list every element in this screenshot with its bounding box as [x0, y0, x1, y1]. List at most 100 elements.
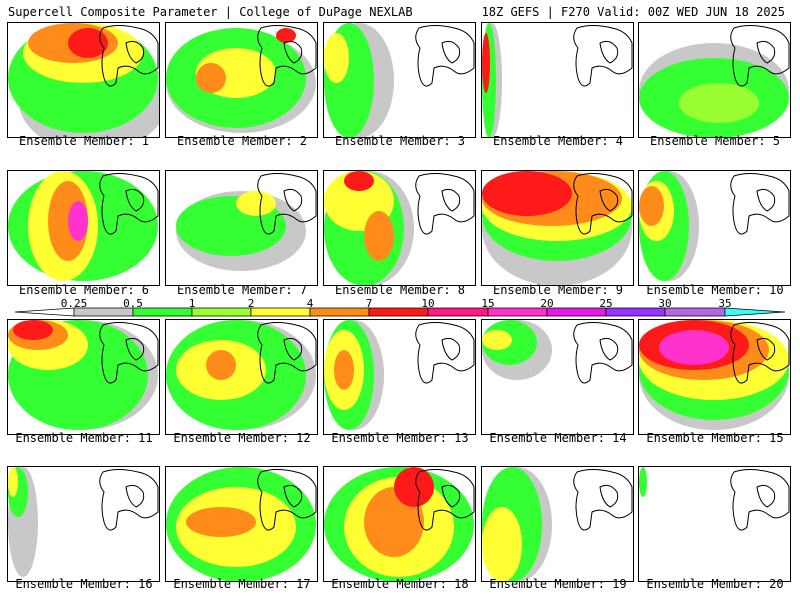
scp-contour-fill	[659, 330, 729, 365]
colorbar	[14, 307, 786, 317]
great-lakes-outline	[415, 25, 475, 87]
scp-contour-fill	[68, 201, 88, 241]
great-lakes-outline	[99, 25, 159, 87]
great-lakes-outline	[99, 322, 159, 384]
great-lakes-outline	[257, 25, 317, 87]
ensemble-map-panel	[7, 319, 160, 435]
great-lakes-outline	[415, 322, 475, 384]
ensemble-map-panel	[638, 319, 791, 435]
ensemble-member-label: Ensemble Member: 1	[18, 134, 150, 148]
colorbar-tick-label: 1	[188, 297, 196, 310]
scp-contour-fill	[679, 83, 759, 123]
colorbar-segment	[605, 307, 666, 317]
ensemble-map-panel	[165, 466, 318, 582]
ensemble-map-panel	[638, 466, 791, 582]
ensemble-member-label: Ensemble Member: 17	[173, 577, 311, 591]
colorbar-tick-label: 10	[421, 297, 435, 310]
great-lakes-outline	[99, 173, 159, 235]
ensemble-member-label: Ensemble Member: 18	[331, 577, 469, 591]
ensemble-map-panel	[323, 170, 476, 286]
colorbar-tick-label: 2	[247, 297, 255, 310]
ensemble-member-label: Ensemble Member: 3	[334, 134, 466, 148]
ensemble-member-label: Ensemble Member: 9	[492, 283, 624, 297]
ensemble-map-panel	[481, 466, 634, 582]
ensemble-member-label: Ensemble Member: 12	[173, 431, 311, 445]
scp-contour-fill	[8, 467, 18, 497]
ensemble-map-panel	[481, 22, 634, 138]
scp-contour-fill	[482, 507, 522, 581]
great-lakes-outline	[573, 25, 633, 87]
colorbar-tick-label: 20	[540, 297, 554, 310]
scp-contour-fill	[324, 33, 349, 83]
ensemble-member-label: Ensemble Member: 2	[176, 134, 308, 148]
great-lakes-outline	[730, 322, 790, 384]
colorbar-segment	[427, 307, 489, 317]
ensemble-member-label: Ensemble Member: 6	[18, 283, 150, 297]
ensemble-map-panel	[323, 22, 476, 138]
ensemble-map-panel	[323, 466, 476, 582]
great-lakes-outline	[573, 469, 633, 531]
scp-contour-fill	[13, 320, 53, 340]
colorbar-tick-label: 0.25	[60, 297, 88, 310]
scp-contour-fill	[334, 350, 354, 390]
colorbar-tick-label: 7	[365, 297, 373, 310]
ensemble-member-label: Ensemble Member: 14	[489, 431, 627, 445]
great-lakes-outline	[415, 173, 475, 235]
scp-contour-fill	[482, 33, 490, 93]
ensemble-member-label: Ensemble Member: 16	[15, 577, 153, 591]
colorbar-segment	[250, 307, 311, 317]
great-lakes-outline	[257, 322, 317, 384]
ensemble-map-panel	[165, 170, 318, 286]
ensemble-member-label: Ensemble Member: 13	[331, 431, 469, 445]
ensemble-member-label: Ensemble Member: 15	[646, 431, 784, 445]
colorbar-segment	[368, 307, 429, 317]
colorbar-tick-label: 15	[481, 297, 495, 310]
ensemble-map-panel	[165, 22, 318, 138]
ensemble-member-label: Ensemble Member: 8	[334, 283, 466, 297]
map-title: Supercell Composite Parameter | College …	[8, 5, 413, 19]
scp-contour-fill	[394, 467, 434, 507]
scp-contour-fill	[482, 330, 512, 350]
ensemble-member-label: Ensemble Member: 10	[646, 283, 784, 297]
scp-contour-fill	[196, 63, 226, 93]
colorbar-tick-label: 4	[306, 297, 314, 310]
scp-contour-fill	[639, 186, 664, 226]
run-info: 18Z GEFS | F270 Valid: 00Z WED JUN 18 20…	[481, 5, 785, 19]
great-lakes-outline	[415, 469, 475, 531]
colorbar-segment	[546, 307, 607, 317]
colorbar-tick-label: 35	[718, 297, 732, 310]
ensemble-map-panel	[7, 22, 160, 138]
ensemble-member-label: Ensemble Member: 4	[492, 134, 624, 148]
scp-contour-fill	[68, 28, 108, 58]
ensemble-map-panel	[165, 319, 318, 435]
scp-contour-fill	[482, 171, 572, 216]
colorbar-segment	[309, 307, 370, 317]
ensemble-member-label: Ensemble Member: 7	[176, 283, 308, 297]
scp-contour-fill	[186, 507, 256, 537]
great-lakes-outline	[730, 469, 790, 531]
great-lakes-outline	[730, 25, 790, 87]
ensemble-member-label: Ensemble Member: 19	[489, 577, 627, 591]
great-lakes-outline	[573, 322, 633, 384]
great-lakes-outline	[573, 173, 633, 235]
scp-contour-fill	[344, 171, 374, 191]
scp-contour-fill	[236, 191, 276, 216]
great-lakes-outline	[99, 469, 159, 531]
ensemble-member-label: Ensemble Member: 5	[649, 134, 781, 148]
ensemble-map-panel	[7, 466, 160, 582]
ensemble-map-panel	[638, 22, 791, 138]
colorbar-segment	[487, 307, 548, 317]
ensemble-map-panel	[638, 170, 791, 286]
colorbar-tick-label: 30	[658, 297, 672, 310]
ensemble-map-panel	[7, 170, 160, 286]
scp-contour-fill	[276, 28, 296, 43]
colorbar-tick-label: 0.5	[123, 297, 143, 310]
scp-contour-fill	[364, 211, 394, 261]
ensemble-map-panel	[481, 170, 634, 286]
colorbar-segment	[724, 307, 786, 317]
colorbar-segment	[664, 307, 726, 317]
ensemble-member-label: Ensemble Member: 20	[646, 577, 784, 591]
scp-contour-fill	[206, 350, 236, 380]
colorbar-segment	[191, 307, 252, 317]
great-lakes-outline	[730, 173, 790, 235]
